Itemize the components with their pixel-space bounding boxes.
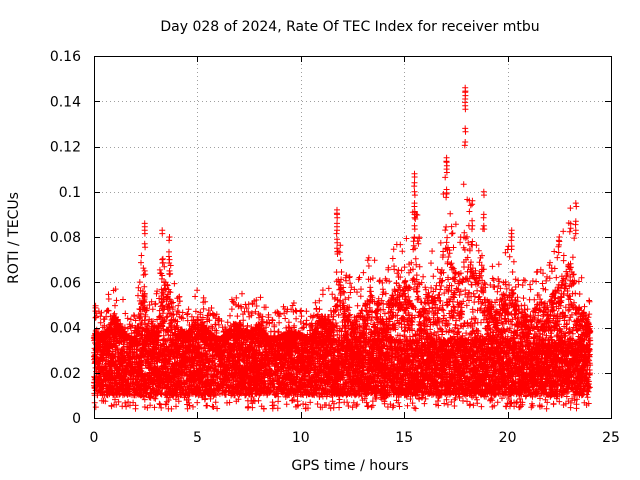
x-tick-label: 0 — [90, 430, 99, 446]
y-tick-label: 0.08 — [50, 230, 81, 246]
y-tick-label: 0.1 — [59, 185, 81, 201]
y-tick-label: 0 — [72, 411, 81, 427]
x-tick-label: 15 — [395, 430, 413, 446]
y-tick-label: 0.12 — [50, 140, 81, 156]
y-axis-label: ROTI / TECUs — [6, 192, 22, 284]
x-axis-label: GPS time / hours — [291, 458, 408, 474]
y-tick-label: 0.16 — [50, 49, 81, 65]
x-tick-label: 5 — [193, 430, 202, 446]
y-tick-label: 0.06 — [50, 275, 81, 291]
roti-point-markers — [90, 84, 594, 412]
data-points — [90, 84, 594, 412]
y-tick-label: 0.02 — [50, 366, 81, 382]
y-tick-label: 0.14 — [50, 94, 81, 110]
y-tick-label: 0.04 — [50, 321, 81, 337]
x-tick-label: 10 — [292, 430, 310, 446]
grid — [94, 56, 611, 418]
x-tick-label: 20 — [499, 430, 517, 446]
chart-title: Day 028 of 2024, Rate Of TEC Index for r… — [160, 19, 539, 35]
x-tick-labels: 0 5 10 15 20 25 — [90, 430, 620, 446]
y-tick-labels: 0 0.02 0.04 0.06 0.08 0.1 0.12 0.14 0.16 — [50, 49, 81, 427]
x-tick-label: 25 — [602, 430, 620, 446]
axis-ticks — [94, 56, 612, 419]
